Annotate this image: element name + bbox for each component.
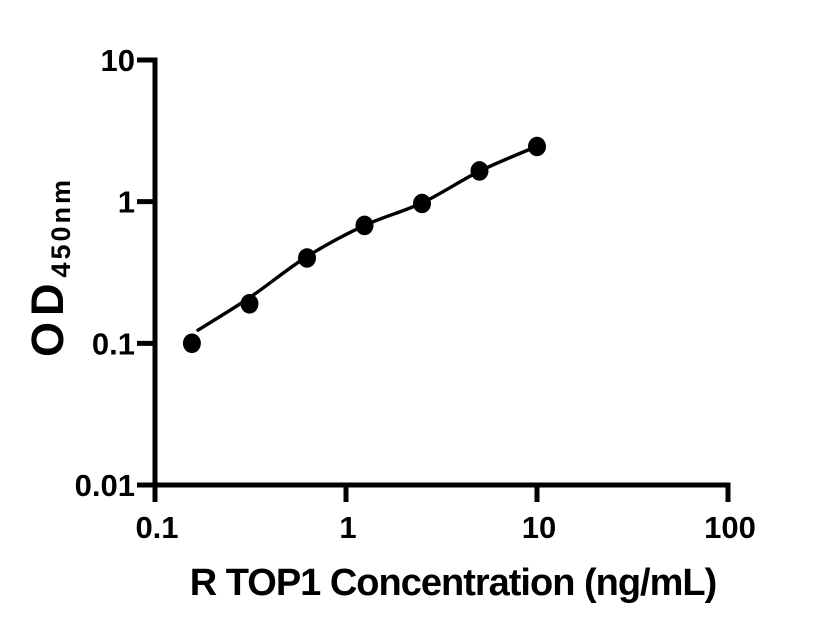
- y-tick-label: 0.1: [92, 326, 135, 361]
- y-axis-title-main: OD: [22, 278, 73, 358]
- y-tick-label: 1: [118, 185, 135, 220]
- x-tick-label: 1: [339, 510, 356, 545]
- x-tick-label: 100: [704, 510, 756, 545]
- data-point-3: [298, 248, 316, 268]
- data-point-1: [182, 333, 201, 354]
- x-tick-label: 10: [522, 510, 556, 545]
- data-point-7: [528, 136, 546, 157]
- y-axis-title: OD450nm: [22, 177, 76, 357]
- y-axis-title-sub: 450nm: [46, 177, 76, 278]
- data-point-5: [413, 193, 431, 214]
- data-point-4: [355, 215, 374, 236]
- tick-marks: [137, 57, 731, 502]
- x-tick-label: 0.1: [135, 510, 178, 545]
- y-tick-label: 0.01: [75, 468, 135, 503]
- data-points: [182, 136, 546, 354]
- data-point-6: [470, 161, 489, 181]
- x-axis-title: R TOP1 Concentration (ng/mL): [190, 562, 717, 604]
- y-tick-label: 10: [101, 43, 135, 78]
- data-point-2: [240, 294, 259, 314]
- axes: [152, 57, 731, 488]
